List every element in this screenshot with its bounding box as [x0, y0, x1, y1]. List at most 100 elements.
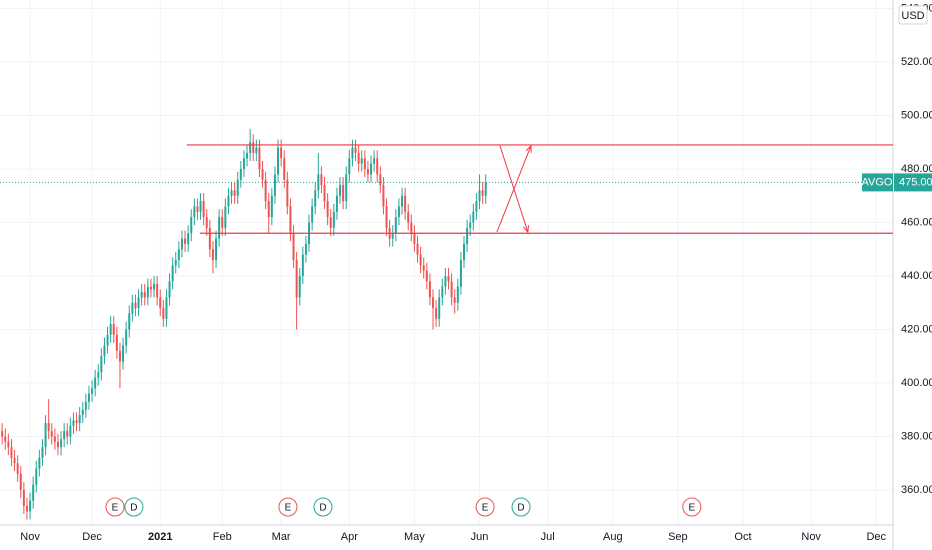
candle-body	[317, 174, 320, 191]
candle-body	[419, 254, 422, 266]
event-label: D	[319, 503, 326, 514]
candle-body	[91, 388, 94, 394]
candle-body	[128, 313, 131, 330]
event-marker	[124, 497, 144, 517]
candle-body	[478, 190, 481, 202]
candle-body	[69, 425, 72, 437]
x-tick-label: 2021	[148, 531, 172, 543]
candle-body	[97, 372, 100, 378]
candle-body	[115, 334, 118, 351]
currency-box	[898, 5, 928, 25]
candle-body	[1, 431, 4, 437]
candle-body	[484, 182, 487, 196]
candle-body	[177, 249, 180, 260]
x-tick-label: Apr	[341, 531, 358, 543]
candle-body	[13, 457, 16, 464]
event-marker	[105, 497, 125, 517]
candle-body	[199, 201, 202, 212]
candle-body	[25, 506, 28, 512]
x-tick-label: Jul	[541, 531, 555, 543]
candle-body	[270, 195, 273, 218]
candle-body	[41, 447, 44, 458]
candle-body	[357, 152, 360, 164]
candle-body	[19, 473, 22, 490]
arrow-head	[525, 144, 532, 153]
event-label: E	[112, 503, 119, 514]
candle-body	[301, 254, 304, 277]
candle-body	[125, 329, 128, 346]
event-marker	[313, 497, 333, 517]
candle-body	[255, 147, 258, 153]
candle-body	[401, 195, 404, 207]
candle-body	[447, 276, 450, 282]
candle-body	[435, 308, 438, 319]
currency: USD	[901, 10, 924, 22]
candle-body	[394, 217, 397, 234]
candle-body	[122, 345, 125, 362]
symbol-label: AVGO	[862, 176, 893, 188]
candle-body	[50, 431, 53, 437]
y-tick-label: 460.00	[901, 216, 932, 228]
candle-body	[472, 211, 475, 223]
candle-body	[190, 217, 193, 234]
candle-body	[156, 284, 159, 298]
candle-body	[329, 217, 332, 228]
y-tick-label: 500.00	[901, 109, 932, 121]
candle-body	[410, 222, 413, 234]
x-tick-label: Sep	[668, 531, 688, 543]
candle-body	[196, 206, 199, 212]
candle-body	[149, 286, 152, 290]
candle-body	[370, 163, 373, 175]
candle-body	[56, 441, 59, 448]
y-tick-label: 360.00	[901, 484, 932, 496]
candle-body	[438, 297, 441, 319]
candle-body	[407, 211, 410, 223]
candle-body	[428, 281, 431, 298]
candle-body	[444, 276, 447, 287]
y-tick-label: 440.00	[901, 270, 932, 282]
candle-body	[320, 174, 323, 186]
candle-body	[425, 270, 428, 282]
candle-body	[236, 179, 239, 196]
candle-body	[16, 463, 19, 474]
candle-body	[286, 179, 289, 207]
candle-body	[459, 259, 462, 287]
candle-body	[475, 201, 478, 212]
candle-body	[385, 206, 388, 228]
y-tick-label: 420.00	[901, 323, 932, 335]
candle-body	[481, 190, 484, 196]
event-marker	[278, 497, 298, 517]
candle-body	[10, 447, 13, 458]
candle-body	[60, 439, 63, 448]
candle-body	[153, 284, 156, 290]
candle-body	[63, 431, 66, 440]
event-marker	[682, 497, 702, 517]
candle-body	[66, 431, 69, 437]
candle-body	[47, 423, 50, 432]
candle-body	[180, 238, 183, 250]
candle-body	[109, 324, 112, 335]
candle-body	[218, 217, 221, 239]
candle-body	[215, 238, 218, 260]
candle-body	[342, 185, 345, 202]
candle-body	[162, 308, 165, 319]
last-price-label: 475.00	[899, 176, 932, 188]
candle-body	[94, 377, 97, 389]
candle-body	[326, 201, 329, 218]
arrow	[499, 145, 529, 233]
candle-body	[137, 297, 140, 309]
y-tick-label: 380.00	[901, 430, 932, 442]
candle-body	[32, 484, 35, 501]
candle-body	[397, 206, 400, 218]
candle-body	[227, 195, 230, 207]
candle-body	[208, 227, 211, 250]
candle-body	[118, 350, 121, 362]
candle-body	[258, 147, 261, 170]
candle-body	[416, 243, 419, 255]
y-tick-label: 480.00	[901, 163, 932, 175]
candle-body	[103, 345, 106, 357]
candle-body	[366, 169, 369, 175]
candle-body	[422, 265, 425, 271]
event-label: E	[688, 503, 695, 514]
candle-body	[131, 302, 134, 314]
